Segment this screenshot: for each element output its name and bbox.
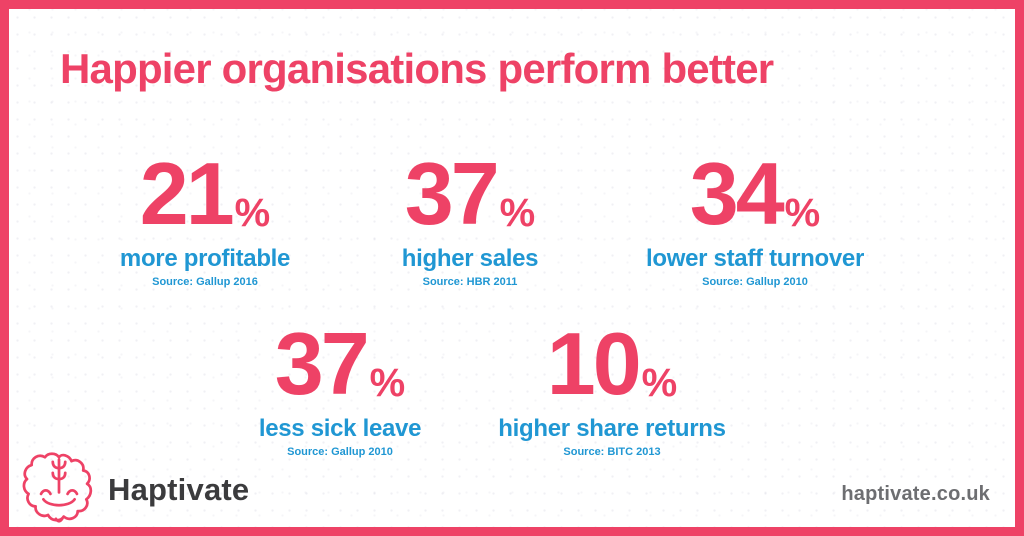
stat-label: higher share returns	[498, 415, 726, 442]
stat-higher-share-returns: 10% higher share returns Source: BITC 20…	[498, 320, 726, 459]
stat-source: Source: BITC 2013	[563, 446, 661, 458]
stat-number: 21	[139, 144, 235, 243]
brain-logo-icon	[22, 452, 93, 523]
stat-source: Source: HBR 2011	[422, 276, 518, 288]
percent-sign: %	[641, 361, 678, 405]
stat-value: 21%	[120, 150, 290, 238]
stat-label: lower staff turnover	[645, 245, 865, 272]
haptivate-logo: Haptivate	[20, 449, 249, 531]
stat-source: Source: Gallup 2016	[152, 276, 258, 288]
stat-number: 34	[689, 144, 785, 243]
stat-value: 34%	[646, 150, 864, 238]
stat-less-sick-leave: 37% less sick leave Source: Gallup 2010	[258, 320, 422, 459]
stat-label: less sick leave	[258, 415, 422, 442]
stat-higher-sales: 37% higher sales Source: HBR 2011	[401, 150, 539, 289]
percent-sign: %	[234, 191, 271, 235]
stat-value: 37%	[402, 150, 538, 238]
percent-sign: %	[784, 191, 821, 235]
stat-value: 10%	[498, 320, 725, 408]
stat-lower-staff-turnover: 34% lower staff turnover Source: Gallup …	[645, 150, 865, 289]
stat-label: more profitable	[119, 245, 291, 272]
stat-source: Source: Gallup 2010	[702, 276, 808, 288]
stat-number: 37	[274, 314, 370, 413]
brand-name: Haptivate	[108, 472, 250, 507]
website-url: haptivate.co.uk	[841, 483, 990, 505]
percent-sign: %	[499, 191, 536, 235]
percent-sign: %	[369, 361, 406, 405]
stat-value: 37%	[259, 320, 421, 408]
stat-source: Source: Gallup 2010	[287, 446, 393, 458]
stat-label: higher sales	[401, 245, 539, 272]
stat-more-profitable: 21% more profitable Source: Gallup 2016	[119, 150, 291, 289]
stat-number: 10	[546, 314, 642, 413]
stat-number: 37	[404, 144, 500, 243]
page-title: Happier organisations perform better	[60, 45, 774, 92]
